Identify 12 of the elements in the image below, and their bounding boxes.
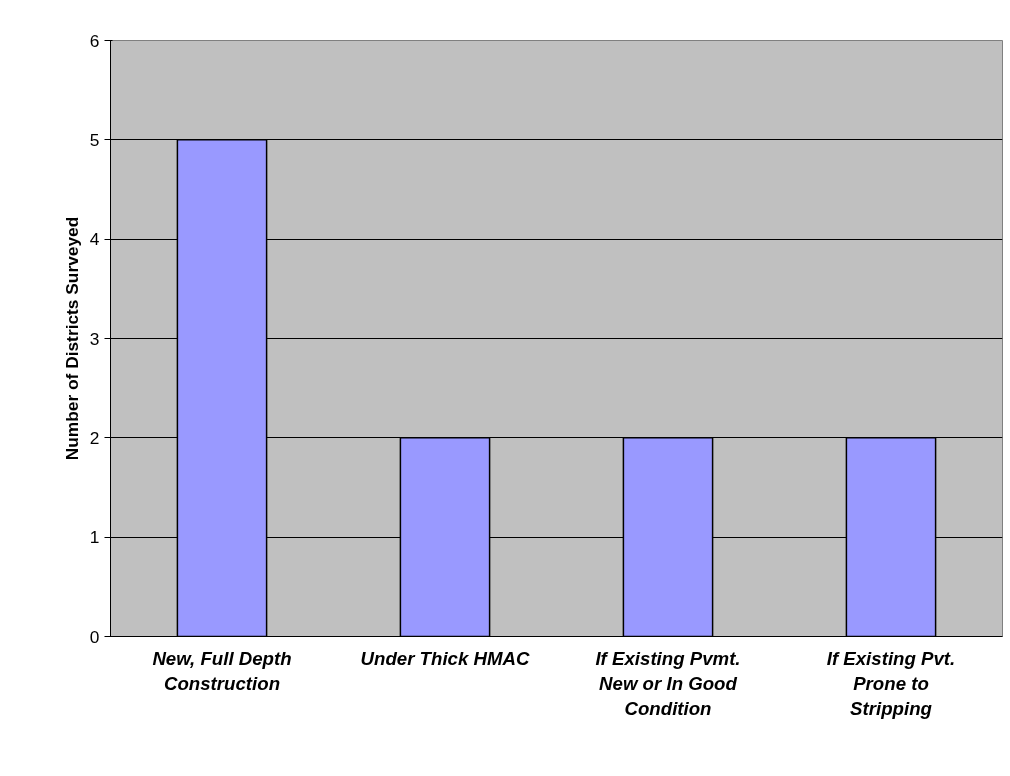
x-tick-label: New, Full Depth Construction <box>152 647 292 694</box>
y-tick-label: 5 <box>89 129 100 150</box>
x-tick-label: Under Thick HMAC <box>360 647 530 669</box>
y-tick-label: 3 <box>89 328 100 349</box>
x-tick-label: If Existing Pvt. Prone to Stripping <box>826 647 956 719</box>
y-tick-label: 0 <box>89 626 100 647</box>
x-tick-label: If Existing Pvmt. New or In Good Condition <box>595 647 741 719</box>
y-tick-label: 4 <box>89 229 100 250</box>
y-tick-label: 6 <box>89 30 100 51</box>
y-axis-title: Number of Districts Surveyed <box>61 216 82 461</box>
y-tick-label: 1 <box>89 527 100 548</box>
y-tick-label: 2 <box>89 427 100 448</box>
